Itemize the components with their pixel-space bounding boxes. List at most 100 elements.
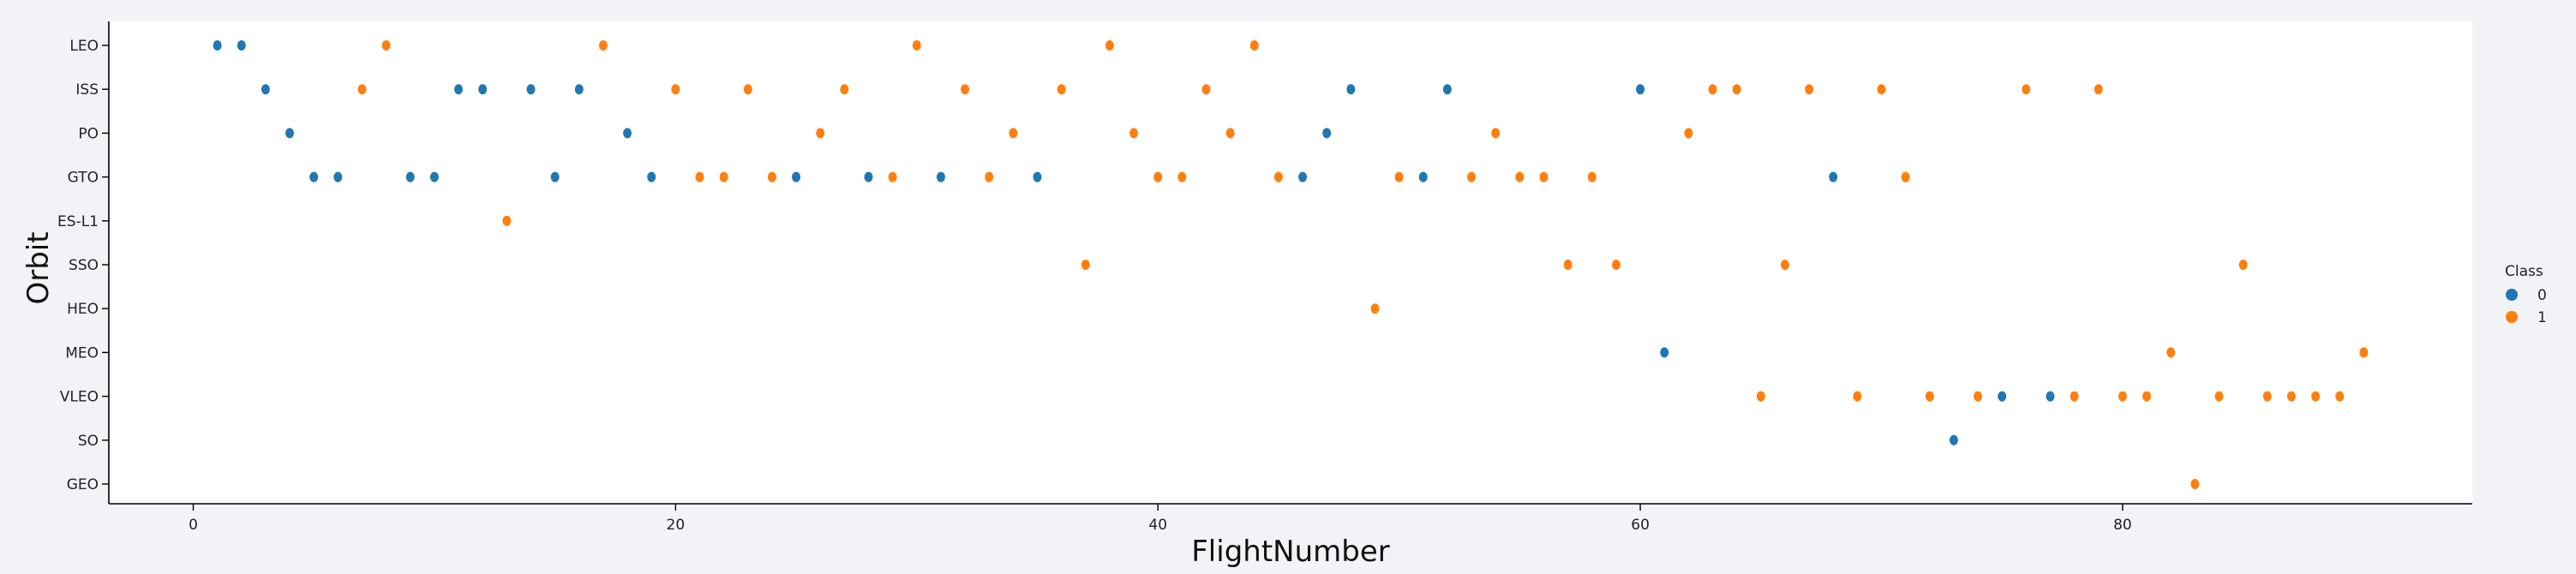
data-point-class-0 (647, 171, 656, 182)
data-point-class-0 (936, 171, 945, 182)
data-point-class-1 (1780, 260, 1789, 270)
data-point-class-0 (1829, 171, 1838, 182)
data-point-class-1 (1081, 260, 1090, 270)
data-point-class-1 (2262, 391, 2272, 402)
data-point-class-0 (1660, 347, 1669, 358)
y-tick-label: ES-L1 (57, 213, 99, 230)
data-point-class-1 (1009, 128, 1018, 139)
legend-marker (2506, 311, 2518, 323)
data-point-class-1 (502, 215, 512, 226)
y-tick-label: GTO (68, 170, 99, 187)
y-tick-label: GEO (67, 476, 99, 493)
data-point-class-0 (285, 128, 295, 139)
y-tick-label: PO (78, 125, 99, 142)
x-tick-label: 20 (667, 517, 686, 534)
data-point-class-0 (574, 84, 584, 95)
data-point-class-1 (816, 128, 825, 139)
data-points (213, 40, 2369, 489)
y-tick-label: SSO (69, 257, 99, 274)
data-point-class-0 (237, 40, 246, 51)
y-tick-label: MEO (65, 344, 99, 362)
data-point-class-1 (1273, 171, 1283, 182)
data-point-class-1 (1684, 128, 1693, 139)
data-point-class-0 (526, 84, 536, 95)
data-point-class-0 (309, 171, 319, 182)
data-point-class-1 (2022, 84, 2031, 95)
data-point-class-1 (1974, 391, 1983, 402)
data-point-class-1 (1370, 303, 1380, 314)
data-point-class-0 (213, 40, 222, 51)
data-point-class-0 (1322, 128, 1332, 139)
data-point-class-1 (1515, 171, 1525, 182)
y-axis-title: Orbit (21, 231, 56, 304)
y-tick-label: ISS (75, 81, 99, 99)
x-axis-title: FlightNumber (1191, 535, 1390, 569)
data-point-class-1 (1732, 84, 1741, 95)
data-point-class-0 (405, 171, 415, 182)
data-point-class-0 (550, 171, 560, 182)
data-point-class-0 (792, 171, 801, 182)
y-tick-label: VLEO (60, 389, 99, 406)
data-point-class-1 (1201, 84, 1211, 95)
data-point-class-1 (1805, 84, 1814, 95)
data-point-class-0 (478, 84, 488, 95)
data-point-class-1 (1225, 128, 1235, 139)
data-point-class-1 (2070, 391, 2079, 402)
data-point-class-1 (381, 40, 391, 51)
data-point-class-1 (1153, 171, 1163, 182)
data-point-class-1 (1467, 171, 1477, 182)
data-point-class-1 (2311, 391, 2321, 402)
data-point-class-0 (454, 84, 464, 95)
data-point-class-1 (2359, 347, 2369, 358)
data-point-class-1 (1394, 171, 1404, 182)
data-point-class-1 (2118, 391, 2127, 402)
data-point-class-0 (1636, 84, 1645, 95)
data-point-class-1 (2094, 84, 2103, 95)
y-tick-label: HEO (67, 301, 99, 318)
data-point-class-0 (623, 128, 632, 139)
data-point-class-1 (2142, 391, 2152, 402)
data-point-class-1 (1563, 260, 1573, 270)
data-point-class-1 (357, 84, 367, 95)
data-point-class-1 (2214, 391, 2224, 402)
data-point-class-1 (2190, 479, 2200, 489)
data-point-class-0 (333, 171, 343, 182)
data-point-class-1 (767, 171, 776, 182)
data-point-class-1 (1925, 391, 1934, 402)
data-point-class-1 (2166, 347, 2176, 358)
x-tick-label: 0 (189, 517, 198, 534)
data-point-class-1 (1853, 391, 1862, 402)
data-point-class-1 (2286, 391, 2296, 402)
data-point-class-0 (429, 171, 439, 182)
data-point-class-1 (840, 84, 849, 95)
data-point-class-1 (912, 40, 921, 51)
data-point-class-1 (1611, 260, 1620, 270)
y-axis: LEO ISS PO GTO ES-L1 SSO HEO MEO VLEO SO GEO (57, 38, 109, 493)
data-point-class-0 (1442, 84, 1452, 95)
data-point-class-1 (1105, 40, 1114, 51)
x-tick-label: 80 (2113, 517, 2132, 534)
data-point-class-1 (1491, 128, 1501, 139)
data-point-class-1 (598, 40, 608, 51)
data-point-class-1 (1587, 171, 1597, 182)
legend-marker (2506, 289, 2518, 301)
data-point-class-1 (671, 84, 680, 95)
legend-label: 0 (2537, 287, 2547, 304)
data-point-class-0 (1346, 84, 1356, 95)
data-point-class-1 (2335, 391, 2345, 402)
x-axis: 0 20 40 60 80 (189, 504, 2132, 534)
legend: Class 0 1 (2505, 263, 2547, 326)
data-point-class-1 (1901, 171, 1910, 182)
legend-title: Class (2505, 263, 2543, 280)
data-point-class-1 (695, 171, 704, 182)
legend-label: 1 (2537, 309, 2547, 326)
data-point-class-1 (961, 84, 970, 95)
data-point-class-1 (1756, 391, 1765, 402)
data-point-class-1 (1057, 84, 1066, 95)
data-point-class-1 (985, 171, 994, 182)
y-tick-label: SO (78, 433, 99, 450)
data-point-class-0 (261, 84, 270, 95)
data-point-class-1 (1249, 40, 1259, 51)
data-point-class-1 (888, 171, 897, 182)
data-point-class-0 (1418, 171, 1428, 182)
